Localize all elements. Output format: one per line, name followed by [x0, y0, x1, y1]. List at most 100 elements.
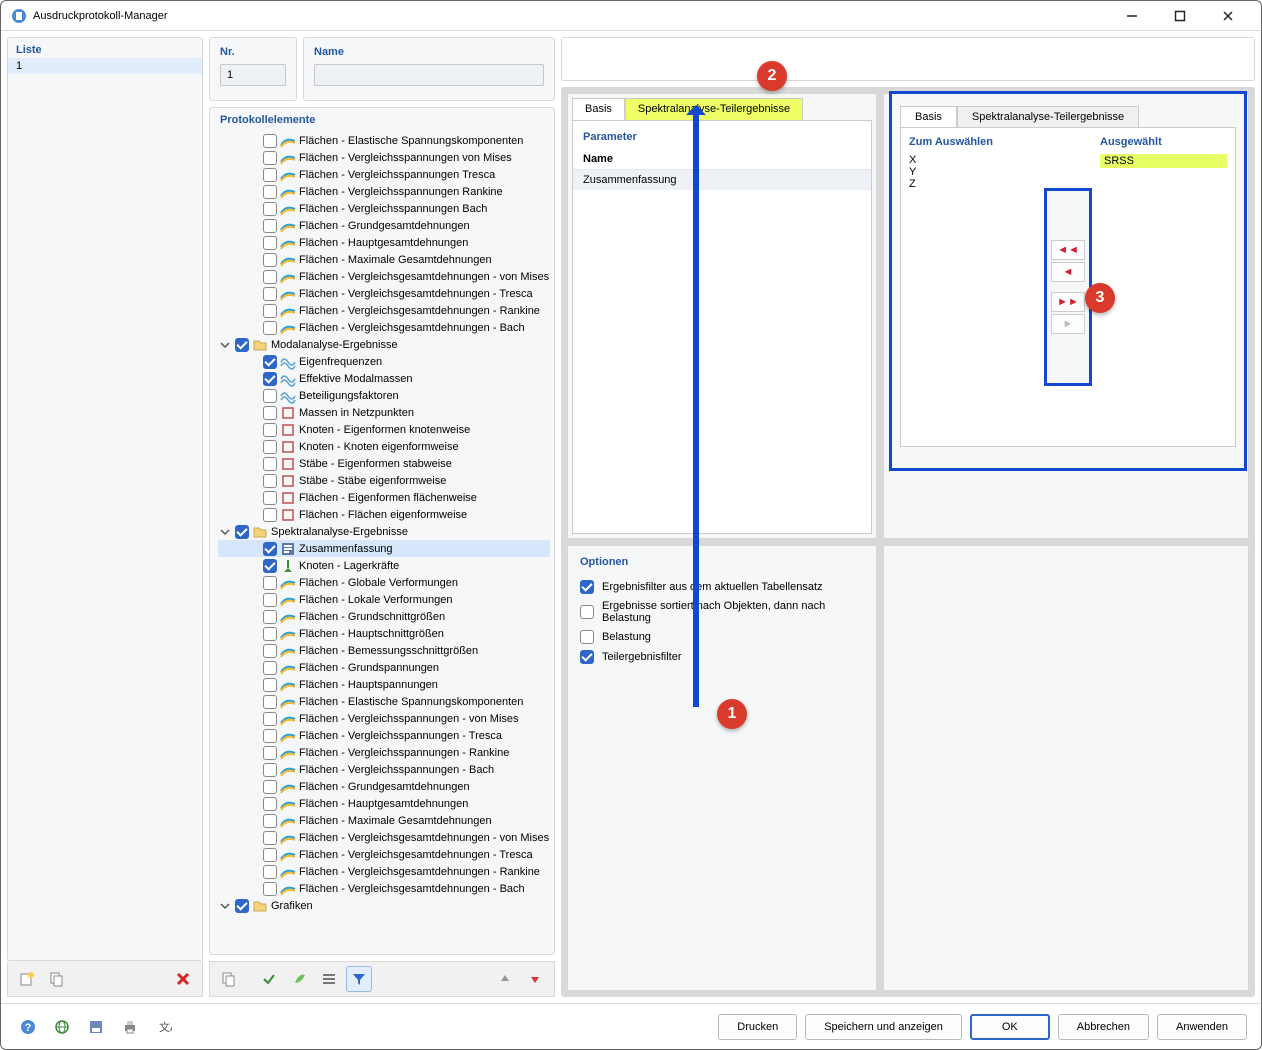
opt1-checkbox[interactable] — [580, 580, 594, 594]
tree-item[interactable]: Knoten - Lagerkräfte — [218, 557, 550, 574]
delete-button[interactable] — [170, 966, 196, 992]
tree-item[interactable]: Flächen - Grundgesamtdehnungen — [218, 778, 550, 795]
tree-checkbox[interactable] — [263, 168, 277, 182]
tree-checkbox[interactable] — [263, 882, 277, 896]
tree-item[interactable]: Flächen - Vergleichsgesamtdehnungen - vo… — [218, 829, 550, 846]
tree-checkbox[interactable] — [263, 457, 277, 471]
tree-checkbox[interactable] — [263, 780, 277, 794]
tree-item[interactable]: Flächen - Maximale Gesamtdehnungen — [218, 812, 550, 829]
chevron-down-icon[interactable] — [218, 899, 232, 913]
tree-folder[interactable]: Grafiken — [218, 897, 550, 914]
chevron-down-icon[interactable] — [218, 338, 232, 352]
tree-checkbox[interactable] — [263, 661, 277, 675]
opt2-checkbox[interactable] — [580, 605, 594, 619]
tree-item[interactable]: Flächen - Vergleichsgesamtdehnungen - Tr… — [218, 285, 550, 302]
tree-checkbox[interactable] — [263, 797, 277, 811]
tree-item[interactable]: Flächen - Vergleichsspannungen Tresca — [218, 166, 550, 183]
opt3-checkbox[interactable] — [580, 630, 594, 644]
tree-item[interactable]: Knoten - Eigenformen knotenweise — [218, 421, 550, 438]
tree-checkbox[interactable] — [263, 678, 277, 692]
tree-item[interactable]: Flächen - Hauptgesamtdehnungen — [218, 234, 550, 251]
minimize-button[interactable] — [1109, 2, 1155, 30]
tree-checkbox[interactable] — [263, 610, 277, 624]
tree-checkbox[interactable] — [235, 525, 249, 539]
tree-item[interactable]: Flächen - Vergleichsgesamtdehnungen - vo… — [218, 268, 550, 285]
tree-checkbox[interactable] — [263, 712, 277, 726]
tree-item[interactable]: Flächen - Eigenformen flächenweise — [218, 489, 550, 506]
tree-item[interactable]: Stäbe - Eigenformen stabweise — [218, 455, 550, 472]
save-icon[interactable] — [83, 1014, 109, 1040]
tree-checkbox[interactable] — [263, 423, 277, 437]
tree-item[interactable]: Flächen - Hauptschnittgrößen — [218, 625, 550, 642]
tree-item[interactable]: Flächen - Globale Verformungen — [218, 574, 550, 591]
tb-down-icon[interactable] — [522, 966, 548, 992]
tree-item[interactable]: Stäbe - Stäbe eigenformweise — [218, 472, 550, 489]
popup-tab-basis[interactable]: Basis — [900, 106, 957, 127]
tree-checkbox[interactable] — [263, 219, 277, 233]
tree-checkbox[interactable] — [263, 355, 277, 369]
tb-leaf-icon[interactable] — [286, 966, 312, 992]
tree-checkbox[interactable] — [263, 831, 277, 845]
tree-checkbox[interactable] — [263, 270, 277, 284]
tab-spektral[interactable]: Spektralanalyse-Teilergebnisse — [625, 98, 803, 120]
tree-checkbox[interactable] — [235, 338, 249, 352]
tree-item[interactable]: Flächen - Vergleichsspannungen Rankine — [218, 183, 550, 200]
tree-checkbox[interactable] — [263, 508, 277, 522]
tree-item[interactable]: Flächen - Elastische Spannungskomponente… — [218, 693, 550, 710]
tb-copy-icon[interactable] — [216, 966, 242, 992]
tree-checkbox[interactable] — [263, 576, 277, 590]
tree-checkbox[interactable] — [263, 440, 277, 454]
tree-checkbox[interactable] — [263, 185, 277, 199]
tree-item[interactable]: Flächen - Vergleichsgesamtdehnungen - Ra… — [218, 302, 550, 319]
tree-checkbox[interactable] — [263, 151, 277, 165]
avail-item[interactable]: Y — [909, 166, 1036, 178]
param-row-1[interactable]: Zusammenfassung — [583, 174, 677, 186]
tree-scroll[interactable]: Flächen - Elastische Spannungskomponente… — [218, 132, 554, 954]
tree-item[interactable]: Flächen - Vergleichsspannungen Bach — [218, 200, 550, 217]
tree-item[interactable]: Flächen - Vergleichsgesamtdehnungen - Ba… — [218, 880, 550, 897]
tree-checkbox[interactable] — [263, 202, 277, 216]
tree-checkbox[interactable] — [263, 695, 277, 709]
opt4-checkbox[interactable] — [580, 650, 594, 664]
tree-checkbox[interactable] — [263, 236, 277, 250]
tree-item[interactable]: Flächen - Bemessungsschnittgrößen — [218, 642, 550, 659]
tree-item[interactable]: Flächen - Flächen eigenformweise — [218, 506, 550, 523]
tree-item[interactable]: Flächen - Grundspannungen — [218, 659, 550, 676]
tree-checkbox[interactable] — [263, 321, 277, 335]
tree-item[interactable]: Flächen - Vergleichsgesamtdehnungen - Ba… — [218, 319, 550, 336]
avail-item[interactable]: Z — [909, 178, 1036, 190]
close-button[interactable] — [1205, 2, 1251, 30]
avail-item[interactable]: X — [909, 154, 1036, 166]
tree-item[interactable]: Effektive Modalmassen — [218, 370, 550, 387]
name-input[interactable] — [314, 64, 544, 86]
tree-checkbox[interactable] — [263, 729, 277, 743]
tree-folder[interactable]: Modalanalyse-Ergebnisse — [218, 336, 550, 353]
tree-checkbox[interactable] — [263, 746, 277, 760]
tree-item[interactable]: Flächen - Elastische Spannungskomponente… — [218, 132, 550, 149]
tree-checkbox[interactable] — [263, 627, 277, 641]
tree-checkbox[interactable] — [263, 559, 277, 573]
tree-item[interactable]: Flächen - Grundgesamtdehnungen — [218, 217, 550, 234]
tb-check-icon[interactable] — [256, 966, 282, 992]
globe-icon[interactable] — [49, 1014, 75, 1040]
tree-checkbox[interactable] — [263, 848, 277, 862]
apply-button[interactable]: Anwenden — [1157, 1014, 1247, 1040]
tb-up-icon[interactable] — [492, 966, 518, 992]
tree-item[interactable]: Eigenfrequenzen — [218, 353, 550, 370]
tree-item[interactable]: Flächen - Vergleichsgesamtdehnungen - Tr… — [218, 846, 550, 863]
move-left-button[interactable]: ◄ — [1051, 262, 1085, 282]
print-button[interactable]: Drucken — [718, 1014, 797, 1040]
tree-item[interactable]: Flächen - Vergleichsgesamtdehnungen - Ra… — [218, 863, 550, 880]
tree-checkbox[interactable] — [263, 763, 277, 777]
tree-checkbox[interactable] — [263, 134, 277, 148]
tree-item[interactable]: Flächen - Hauptgesamtdehnungen — [218, 795, 550, 812]
list-item[interactable]: 1 — [8, 58, 202, 74]
tree-item[interactable]: Massen in Netzpunkten — [218, 404, 550, 421]
chevron-down-icon[interactable] — [218, 525, 232, 539]
new-button[interactable] — [14, 966, 40, 992]
tree-checkbox[interactable] — [263, 474, 277, 488]
tree-checkbox[interactable] — [263, 389, 277, 403]
cancel-button[interactable]: Abbrechen — [1058, 1014, 1149, 1040]
move-all-left-button[interactable]: ◄◄ — [1051, 240, 1085, 260]
save-show-button[interactable]: Speichern und anzeigen — [805, 1014, 962, 1040]
